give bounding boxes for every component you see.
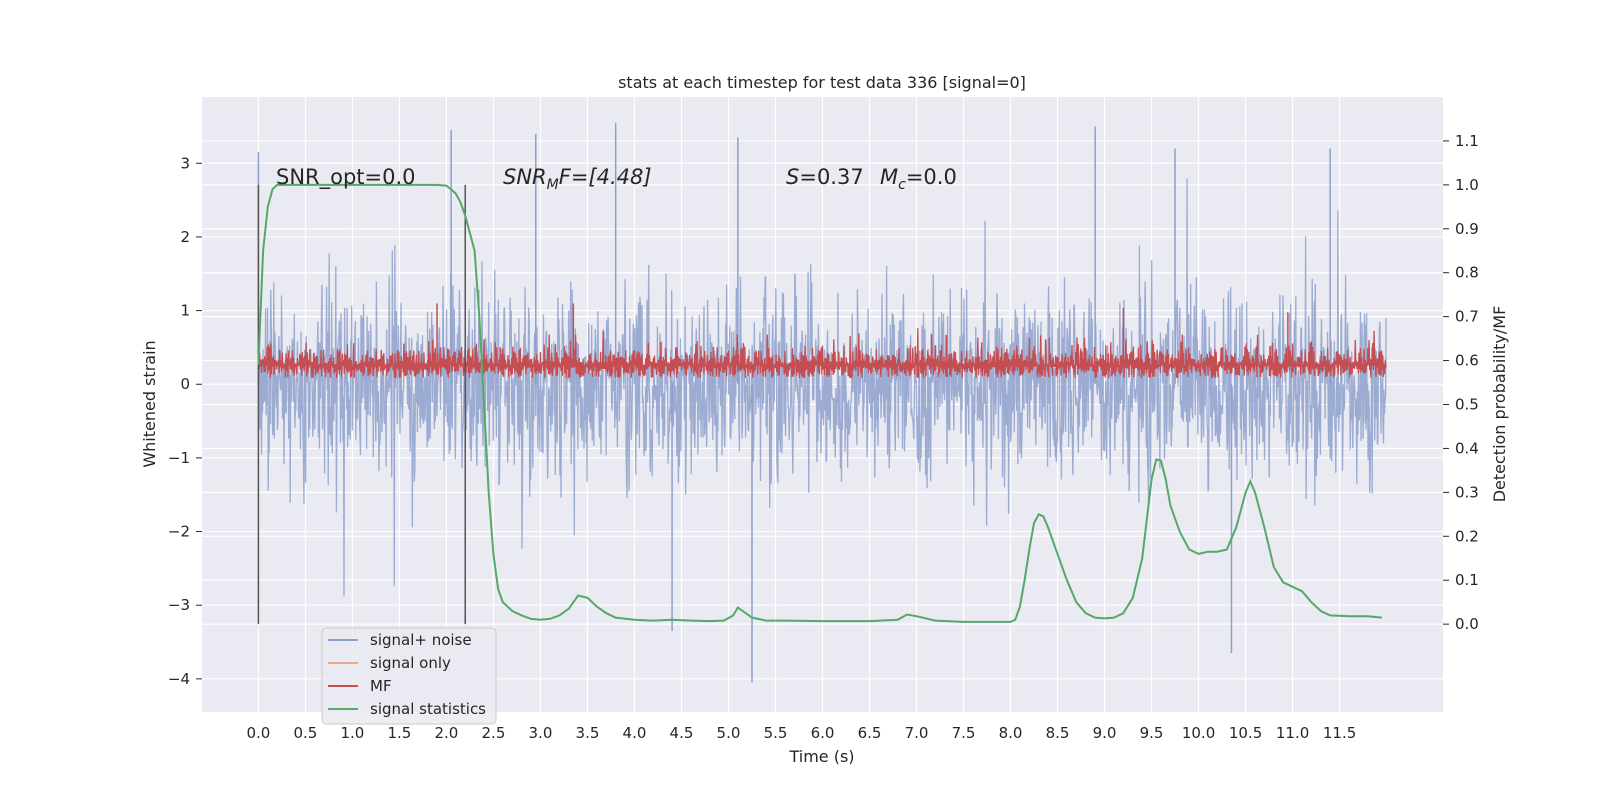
x-tick-label: 5.0 xyxy=(717,724,741,742)
legend-label-mf: MF xyxy=(370,677,392,695)
x-tick-label: 11.0 xyxy=(1276,724,1309,742)
y-tick-label: 1 xyxy=(180,302,190,320)
y-right-tick-label: 0.3 xyxy=(1455,483,1479,501)
y-right-tick-label: 1.1 xyxy=(1455,132,1479,150)
legend-label-signal-only: signal only xyxy=(370,654,451,672)
y-tick-label: 3 xyxy=(180,154,190,172)
annotation-snr-mf: SNRMF=[4.48] xyxy=(503,165,652,193)
y-right-tick-label: 0.4 xyxy=(1455,439,1479,457)
x-tick-label: 6.5 xyxy=(858,724,882,742)
y-right-tick-label: 0.1 xyxy=(1455,571,1479,589)
y-tick-label: −1 xyxy=(168,449,190,467)
x-axis-label: Time (s) xyxy=(788,747,854,766)
annotation-s: S=0.37 xyxy=(786,165,864,189)
x-tick-label: 11.5 xyxy=(1323,724,1356,742)
x-tick-label: 1.0 xyxy=(340,724,364,742)
mf-line xyxy=(257,328,1387,379)
tick-labels: 0.0 0.5 1.0 1.5 2.0 2.5 3.0 3.5 4.0 4.5 5.0 5.5 6.0 6… xyxy=(168,132,1479,742)
annotation-mc: Mc=0.0 xyxy=(880,165,957,193)
legend-box xyxy=(321,627,497,725)
x-tick-label: 8.0 xyxy=(999,724,1023,742)
signal-noise-line xyxy=(257,178,1387,597)
y-right-tick-label: 0.5 xyxy=(1455,396,1479,414)
x-tick-label: 0.5 xyxy=(293,724,317,742)
y-right-tick-label: 0.0 xyxy=(1455,615,1479,633)
x-tick-label: 3.5 xyxy=(576,724,600,742)
signal-statistics-line xyxy=(257,183,1382,623)
annotation-snr-opt: SNR_opt=0.0 xyxy=(276,165,416,190)
x-tick-label: 7.0 xyxy=(905,724,929,742)
x-tick-label: 9.5 xyxy=(1140,724,1164,742)
legend-label-signal-noise: signal+ noise xyxy=(370,631,472,649)
x-tick-label: 7.5 xyxy=(952,724,976,742)
x-tick-label: 10.0 xyxy=(1182,724,1215,742)
y-right-tick-label: 0.7 xyxy=(1455,308,1479,326)
x-tick-label: 6.0 xyxy=(811,724,835,742)
x-tick-label: 1.5 xyxy=(388,724,412,742)
x-tick-label: 4.5 xyxy=(670,724,694,742)
x-tick-label: 10.5 xyxy=(1229,724,1262,742)
y-axis-right-label: Detection probability/MF xyxy=(1490,306,1509,503)
chart-title: stats at each timestep for test data 336… xyxy=(618,73,1026,92)
series-mf xyxy=(257,303,1387,379)
y-right-tick-label: 0.6 xyxy=(1455,352,1479,370)
y-tick-label: 2 xyxy=(180,228,190,246)
y-tick-label: −2 xyxy=(168,523,190,541)
y-right-tick-label: 0.8 xyxy=(1455,264,1479,282)
x-tick-label: 3.0 xyxy=(529,724,553,742)
x-tick-label: 2.5 xyxy=(482,724,506,742)
x-tick-label: 9.0 xyxy=(1093,724,1117,742)
x-tick-label: 4.0 xyxy=(623,724,647,742)
y-right-tick-label: 1.0 xyxy=(1455,176,1479,194)
y-right-tick-label: 0.2 xyxy=(1455,527,1479,545)
legend: signal+ noise signal only MF signal stat… xyxy=(321,627,497,725)
x-tick-label: 0.0 xyxy=(246,724,270,742)
y-tick-label: −3 xyxy=(168,596,190,614)
x-tick-label: 2.0 xyxy=(435,724,459,742)
y-axis-label: Whitened strain xyxy=(140,340,159,467)
y-tick-label: 0 xyxy=(180,375,190,393)
x-tick-label: 8.5 xyxy=(1046,724,1070,742)
y-right-tick-label: 0.9 xyxy=(1455,220,1479,238)
x-tick-label: 5.5 xyxy=(764,724,788,742)
y-tick-label: −4 xyxy=(168,670,190,688)
series-signal-statistics xyxy=(257,183,1382,623)
legend-label-signal-statistics: signal statistics xyxy=(370,700,486,718)
vertical-markers xyxy=(257,184,466,625)
